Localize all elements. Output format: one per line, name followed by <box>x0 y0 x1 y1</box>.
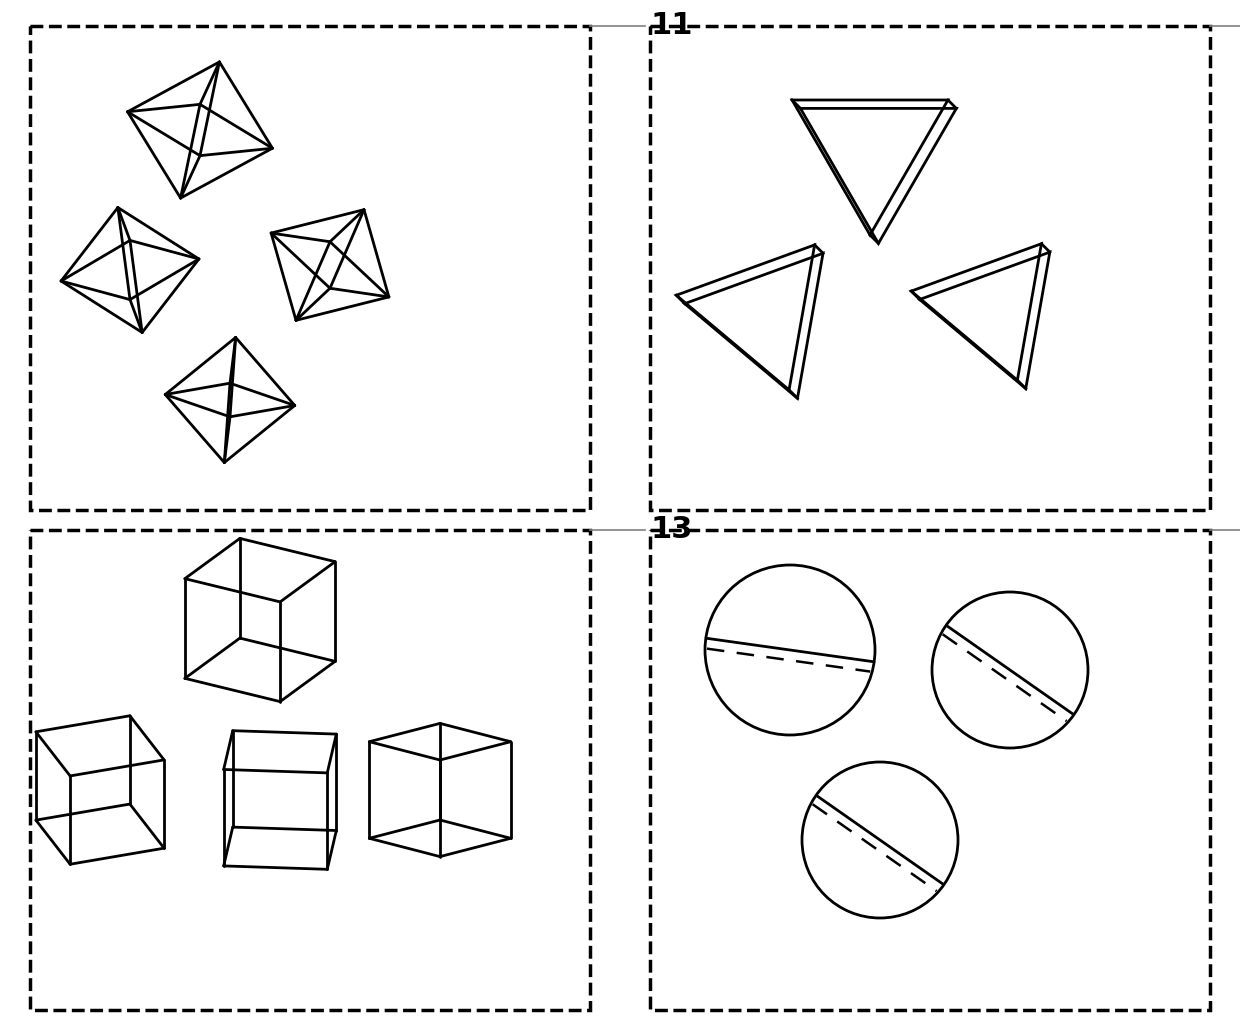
Text: 13: 13 <box>650 516 692 545</box>
Text: 11: 11 <box>650 11 692 40</box>
Bar <box>30 26 590 510</box>
Bar <box>650 26 1210 510</box>
Bar <box>650 530 1210 1010</box>
Bar <box>30 530 590 1010</box>
